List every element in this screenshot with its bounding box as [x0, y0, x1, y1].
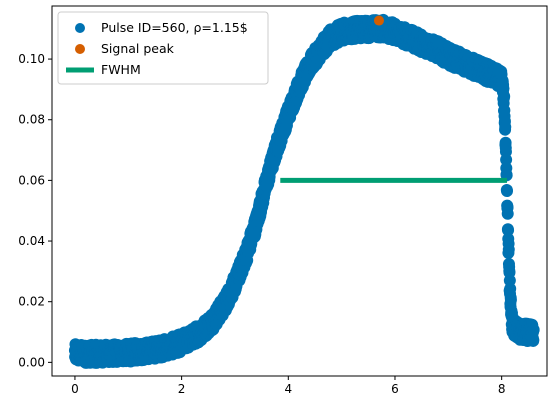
pulse-series [68, 13, 540, 369]
axes-frame [51, 5, 548, 377]
pulse-point [527, 323, 540, 336]
legend-pulse-swatch [75, 23, 85, 33]
y-tick-label: 0.00 [18, 355, 45, 369]
ticks-layer: 0 2 4 6 8 0.00 0.02 0.04 0.06 0.08 0.10 [18, 52, 505, 396]
signal-peak-point [373, 15, 384, 26]
plot-area [68, 13, 540, 369]
pulse-point [501, 185, 514, 198]
pulse-point [498, 90, 511, 103]
data-layer [68, 13, 540, 369]
pulse-point [504, 282, 517, 295]
y-tick-label: 0.06 [18, 173, 45, 187]
legend-box [57, 11, 269, 85]
x-tick-label: 4 [284, 382, 292, 396]
pulse-point [502, 224, 515, 237]
y-tick-label: 0.10 [18, 52, 45, 66]
y-tick-label: 0.04 [18, 234, 45, 248]
pulse-point [499, 120, 512, 133]
legend-label: Pulse ID=560, ρ=1.15$ [101, 20, 248, 35]
y-tick-label: 0.08 [18, 113, 45, 127]
pulse-point [527, 333, 540, 346]
x-tick-label: 8 [498, 382, 506, 396]
legend: Pulse ID=560, ρ=1.15$ Signal peak FWHM [57, 11, 269, 85]
pulse-point [500, 153, 513, 166]
pulse-point [501, 207, 514, 220]
y-tick-label: 0.02 [18, 295, 45, 309]
x-tick-label: 6 [391, 382, 399, 396]
legend-peak-swatch [75, 44, 85, 54]
x-tick-label: 0 [71, 382, 79, 396]
legend-label: FWHM [101, 62, 141, 77]
pulse-point [502, 243, 515, 256]
legend-label: Signal peak [101, 41, 175, 56]
x-tick-label: 2 [178, 382, 186, 396]
pulse-point [504, 294, 517, 307]
